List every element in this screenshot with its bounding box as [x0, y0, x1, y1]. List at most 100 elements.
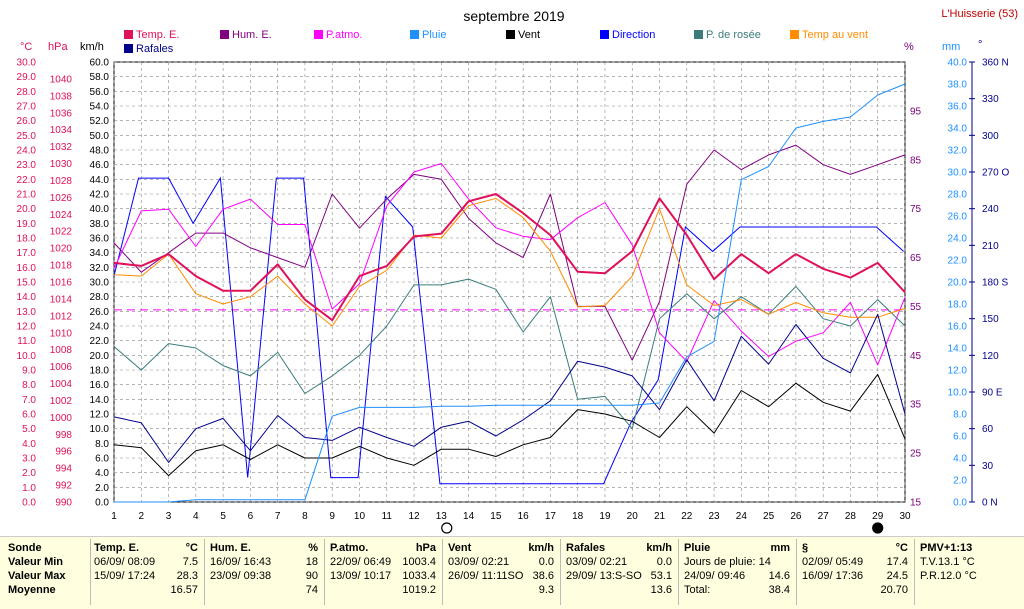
pressure-tick-label: 1000: [50, 413, 73, 424]
legend-swatch: [314, 30, 323, 39]
wind-tick-label: 54.0: [90, 102, 110, 113]
day-tick-label: 18: [572, 511, 584, 522]
stats-pluie-max-date: 24/09/ 09:46: [684, 570, 746, 582]
pressure-tick-label: 1002: [50, 396, 73, 407]
stats-pmv: PMV+1:13 T.V.13.1 °C P.R.12.0 °C: [920, 541, 1020, 583]
unit-kmh: km/h: [80, 41, 104, 53]
moon-phases: [441, 522, 884, 534]
stats-rafales-avg: 13.6: [650, 584, 672, 596]
stats-rafales: Rafales km/h 03/09/ 02:21 0.0 29/09/ 13:S-…: [566, 541, 672, 597]
stats-temp-max: 28.3: [176, 570, 198, 582]
day-tick-label: 13: [436, 511, 448, 522]
pressure-tick-label: 1006: [50, 362, 73, 373]
legend-label: Rafales: [136, 43, 174, 55]
pressure-tick-label: 1038: [50, 91, 73, 102]
humidity-tick-label: 45: [910, 351, 922, 362]
legend-label: Temp. E.: [136, 29, 179, 41]
pressure-tick-label: 1024: [50, 210, 73, 221]
rain-tick-label: 28.0: [948, 190, 968, 201]
legend-label: Pluie: [422, 29, 446, 41]
stats-patmo-title: P.atmo.: [330, 542, 369, 554]
pressure-tick-label: 1032: [50, 142, 73, 153]
temp-tick-label: 8.0: [22, 380, 36, 391]
day-tick-label: 21: [654, 511, 666, 522]
pressure-tick-label: 1040: [50, 74, 73, 85]
legend-swatch: [506, 30, 515, 39]
series-line: [113, 373, 906, 477]
legend-swatch: [790, 30, 799, 39]
legend-swatch: [220, 30, 229, 39]
stats-patmo-min: 1003.4: [402, 556, 436, 568]
rain-tick-label: 34.0: [948, 124, 968, 135]
rain-tick-label: 16.0: [948, 322, 968, 333]
stats-hum-min-date: 16/09/ 16:43: [210, 556, 272, 568]
series-line: [114, 83, 906, 503]
rain-tick-label: 38.0: [948, 80, 968, 91]
humidity-tick-label: 35: [910, 400, 922, 411]
direction-tick-label: 360 N: [982, 58, 1009, 69]
wind-tick-label: 12.0: [90, 410, 110, 421]
stats-patmo-min-date: 22/09/ 06:49: [330, 556, 392, 568]
stats-rosee: § °C 02/09/ 05:49 17.4 16/09/ 17:36 24.5 20…: [802, 541, 908, 597]
wind-tick-label: 4.0: [95, 468, 109, 479]
day-tick-label: 11: [382, 511, 393, 522]
wind-tick-label: 34.0: [90, 248, 110, 259]
wind-tick-label: 48.0: [90, 146, 110, 157]
stats-hum: Hum. E.% 16/09/ 16:43 18 23/09/ 09:38 90 7…: [210, 541, 318, 597]
rain-tick-label: 32.0: [948, 146, 968, 157]
temp-tick-label: 1.0: [22, 483, 36, 494]
direction-tick-label: 240: [982, 204, 999, 215]
day-tick-label: 14: [463, 511, 475, 522]
humidity-tick-label: 85: [910, 155, 922, 166]
stats-vent-avg: 9.3: [538, 584, 554, 596]
temp-tick-label: 29.0: [17, 72, 37, 83]
legend: Temp. E. Hum. E. P.atmo. Pluie Vent Direction…: [124, 29, 868, 55]
day-tick-label: 9: [329, 511, 335, 522]
temp-tick-label: 5.0: [22, 424, 36, 435]
legend-swatch: [694, 30, 703, 39]
rain-tick-label: 36.0: [948, 102, 968, 113]
direction-tick-label: 210: [982, 241, 999, 252]
stats-rafales-max: 53.1: [650, 570, 672, 582]
wind-tick-label: 46.0: [90, 160, 110, 171]
stats-vent: Vent km/h 03/09/ 02:21 0.0 26/09/ 11:11SO 3…: [448, 541, 554, 597]
temp-tick-label: 11.0: [17, 336, 36, 347]
direction-tick-label: 90 E: [982, 388, 1003, 399]
day-tick-label: 27: [818, 511, 830, 522]
temp-tick-label: 0.0: [22, 498, 36, 509]
unit-hpa: hPa: [48, 41, 68, 53]
humidity-tick-label: 75: [910, 204, 922, 215]
stats-rafales-min: 0.0: [656, 556, 672, 568]
stats-pluie-days: 14: [758, 556, 771, 568]
humidity-tick-label: 95: [910, 106, 922, 117]
temp-tick-label: 2.0: [22, 468, 36, 479]
stats-patmo-max: 1033.4: [402, 570, 436, 582]
stats-rosee-max-date: 16/09/ 17:36: [802, 570, 864, 582]
day-tick-label: 24: [736, 511, 748, 522]
pressure-tick-label: 1012: [50, 311, 73, 322]
day-tick-label: 2: [138, 511, 144, 522]
pressure-tick-label: 996: [55, 447, 72, 458]
pressure-tick-label: 1036: [50, 108, 73, 119]
day-tick-label: 3: [166, 511, 172, 522]
direction-tick-label: 150: [982, 314, 999, 325]
direction-tick-label: 0 N: [982, 498, 998, 509]
wind-tick-label: 18.0: [90, 366, 110, 377]
wind-tick-label: 36.0: [90, 234, 110, 245]
legend-swatch: [124, 30, 133, 39]
legend-label: Temp au vent: [802, 29, 868, 41]
temp-tick-label: 28.0: [17, 87, 37, 98]
stats-label-avg: Moyenne: [8, 584, 56, 596]
stats-pluie-total: 38.4: [768, 584, 790, 596]
rain-tick-label: 12.0: [948, 366, 968, 377]
stats-temp: Temp. E. °C 06/09/ 08:09 7.5 15/09/ 17:24 2…: [94, 541, 198, 597]
pressure-tick-label: 998: [55, 430, 72, 441]
legend-label: P.atmo.: [326, 29, 363, 41]
pressure-tick-label: 1016: [50, 278, 73, 289]
wind-tick-label: 10.0: [90, 424, 110, 435]
pressure-tick-label: 1010: [50, 328, 73, 339]
stats-temp-unit: °C: [185, 542, 198, 554]
wind-tick-label: 52.0: [90, 116, 110, 127]
day-tick-label: 7: [275, 511, 281, 522]
temp-tick-label: 9.0: [22, 366, 36, 377]
